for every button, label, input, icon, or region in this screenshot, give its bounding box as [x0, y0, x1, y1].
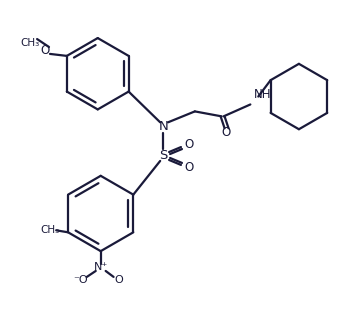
Text: N⁺: N⁺ [94, 262, 108, 272]
Text: O: O [221, 126, 230, 139]
Text: N: N [158, 120, 168, 133]
Text: ⁻O: ⁻O [74, 275, 88, 285]
Text: CH₃: CH₃ [41, 225, 60, 235]
Text: O: O [114, 275, 123, 285]
Text: O: O [40, 44, 49, 58]
Text: O: O [184, 161, 194, 174]
Text: S: S [159, 150, 167, 162]
Text: CH₃: CH₃ [21, 38, 40, 48]
Text: O: O [184, 137, 194, 151]
Text: NH: NH [254, 88, 272, 101]
